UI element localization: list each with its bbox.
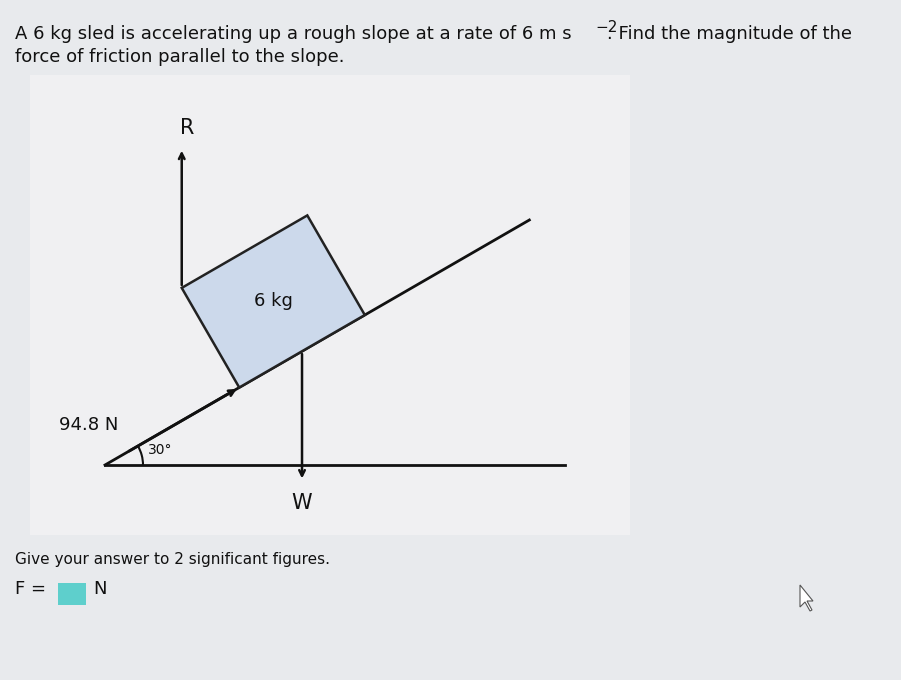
Text: . Find the magnitude of the: . Find the magnitude of the — [607, 25, 852, 43]
Polygon shape — [182, 216, 365, 388]
Text: R: R — [179, 118, 194, 138]
FancyBboxPatch shape — [58, 583, 86, 605]
Text: A 6 kg sled is accelerating up a rough slope at a rate of 6 m s: A 6 kg sled is accelerating up a rough s… — [15, 25, 571, 43]
Polygon shape — [800, 585, 813, 611]
Text: N: N — [93, 580, 106, 598]
FancyBboxPatch shape — [30, 75, 630, 535]
Text: 30°: 30° — [148, 443, 172, 457]
Text: force of friction parallel to the slope.: force of friction parallel to the slope. — [15, 48, 344, 66]
Text: 94.8 N: 94.8 N — [59, 416, 119, 435]
Text: −2: −2 — [595, 20, 617, 35]
Text: F =: F = — [15, 580, 46, 598]
Text: Give your answer to 2 significant figures.: Give your answer to 2 significant figure… — [15, 552, 330, 567]
Text: 6 kg: 6 kg — [254, 292, 293, 311]
Text: W: W — [292, 493, 313, 513]
